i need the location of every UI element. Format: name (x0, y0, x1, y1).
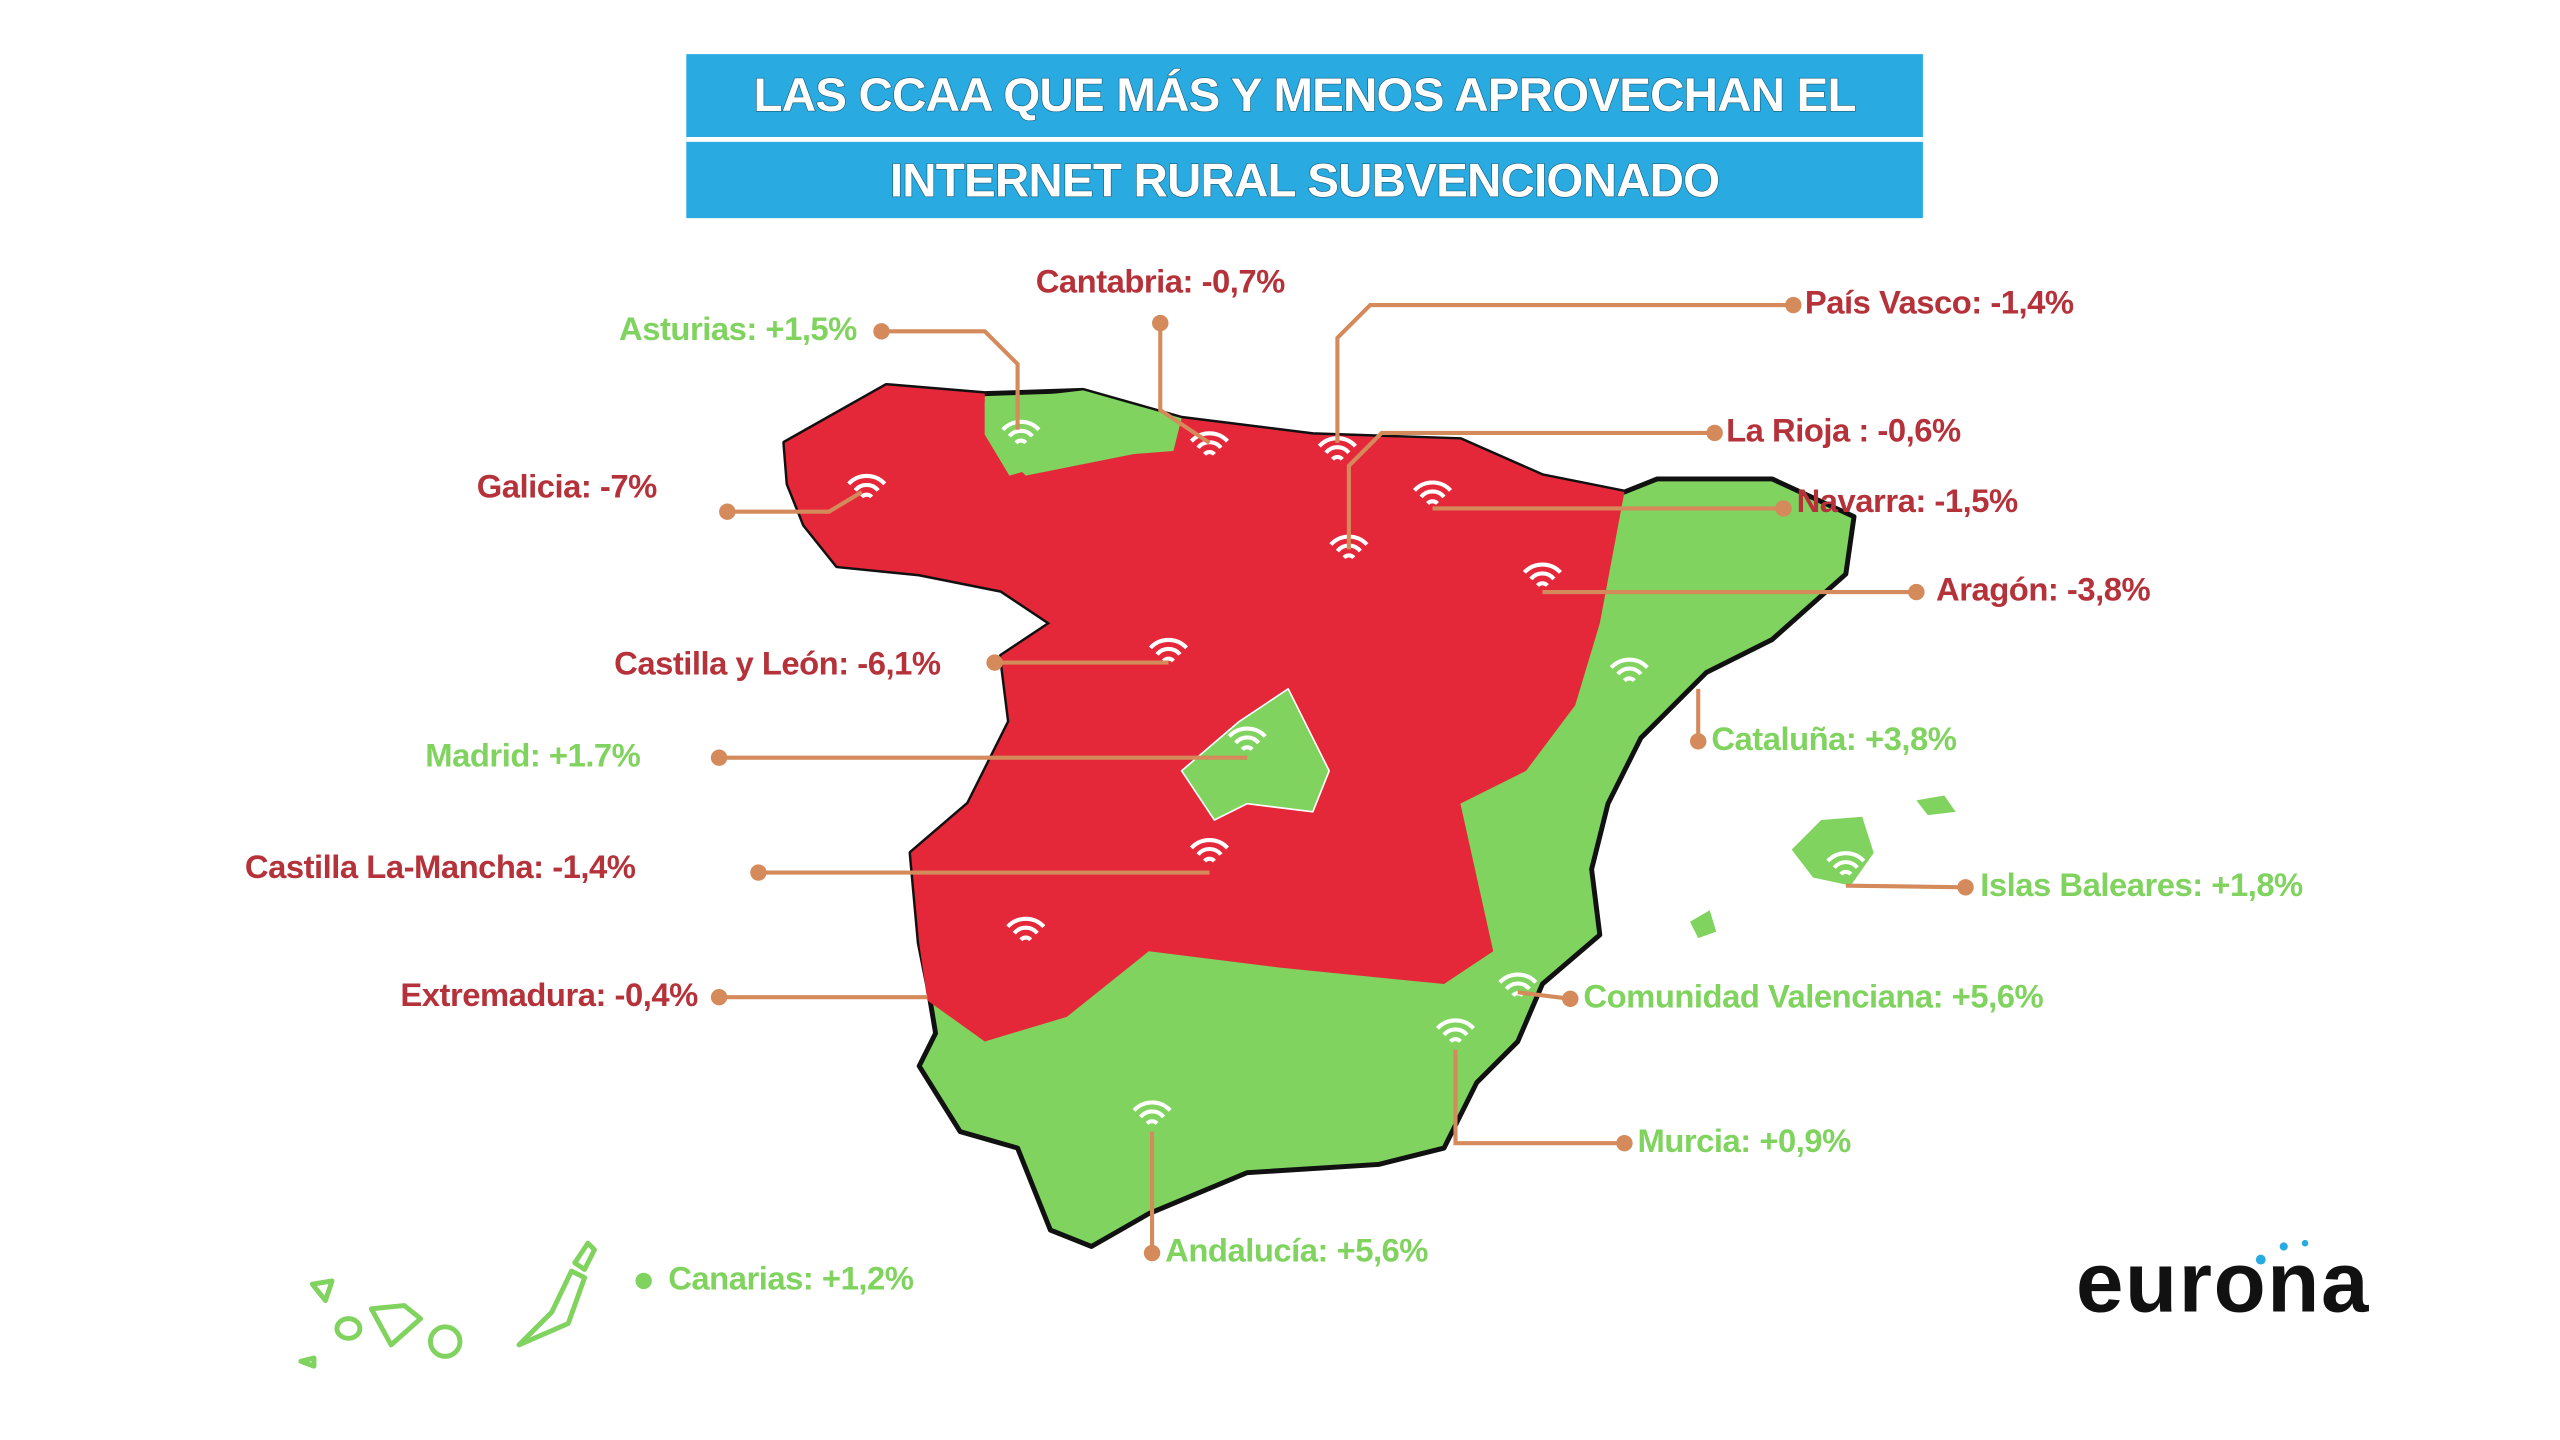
title-line: INTERNET RURAL SUBVENCIONADO (890, 154, 1719, 207)
mallorca (1791, 816, 1874, 886)
leader-dot (1706, 424, 1723, 442)
region-label: Canarias: +1,2% (668, 1260, 913, 1297)
leader-line (1346, 430, 1715, 550)
leader-dot (1616, 1134, 1633, 1152)
canarias (298, 1240, 597, 1369)
map (298, 382, 1956, 1369)
leader-line (1845, 883, 1966, 890)
leader-dot (710, 988, 728, 1006)
leader-dot (710, 749, 728, 766)
leader-dot (1152, 314, 1169, 332)
region-label: Asturias: +1,5% (619, 310, 857, 347)
title-banner (686, 54, 1923, 219)
region-label: Galicia: -7% (477, 467, 657, 504)
leader-dot (1143, 1244, 1161, 1262)
region-label: Aragón: -3,8% (1936, 571, 2150, 608)
leader-dot (1562, 990, 1579, 1008)
leader-dot (750, 864, 767, 881)
leader-line (1517, 990, 1571, 1001)
leaders (635, 296, 1974, 1290)
leader-dot (1775, 500, 1792, 517)
region-label: Islas Baleares: +1,8% (1980, 866, 2303, 903)
labels: Cantabria: -0,7% Asturias: +1,5% País Vasc… (245, 262, 2304, 1297)
asturias (984, 390, 1182, 476)
region-label: País Vasco: -1,4% (1805, 284, 2074, 321)
red-region (784, 385, 1625, 1042)
logo-dot (2255, 1254, 2266, 1265)
leader-dot (986, 654, 1003, 671)
leader-dot (635, 1272, 652, 1290)
region-label: Castilla y León: -6,1% (614, 645, 941, 682)
region-label: Murcia: +0,9% (1638, 1122, 1852, 1159)
leader-line (1453, 1049, 1625, 1146)
region-label: Castilla La-Mancha: -1,4% (245, 848, 636, 885)
logo: eurona (2076, 1236, 2370, 1331)
region-label: Navarra: -1,5% (1797, 482, 2018, 519)
leader-dot (1957, 879, 1974, 896)
logo-dot (2279, 1242, 2288, 1251)
region-label: Comunidad Valenciana: +5,6% (1583, 977, 2043, 1014)
leader-dot (1785, 296, 1802, 314)
leader-line (881, 329, 1020, 430)
leader-line (1158, 323, 1211, 445)
leader-dot (1690, 733, 1707, 750)
leader-line (1335, 303, 1794, 443)
region-label: Cataluña: +3,8% (1711, 720, 1956, 757)
logo-dot (2301, 1239, 2309, 1247)
region-label: Andalucía: +5,6% (1165, 1232, 1428, 1269)
leader-dot (1908, 583, 1925, 601)
region-label: Extremadura: -0,4% (400, 976, 698, 1013)
region-label: Cantabria: -0,7% (1036, 262, 1285, 299)
region-label: La Rioja : -0,6% (1726, 412, 1961, 449)
menorca (1916, 795, 1956, 816)
ibiza (1690, 910, 1717, 939)
leader-line (727, 490, 863, 514)
leader-dot (873, 323, 890, 340)
leader-dot (719, 503, 736, 520)
region-label: Madrid: +1.7% (425, 736, 640, 773)
title-line: LAS CCAA QUE MÁS Y MENOS APROVECHAN EL (754, 68, 1856, 122)
madrid (1180, 688, 1331, 821)
